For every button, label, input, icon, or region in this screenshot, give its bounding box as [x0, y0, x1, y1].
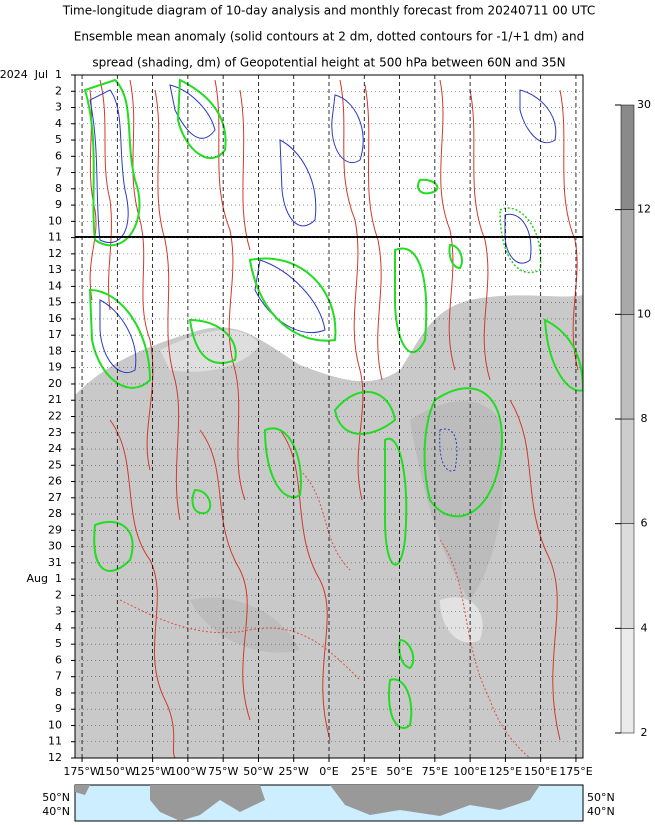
spread-shading — [160, 330, 260, 372]
y-tick-label: 14 — [48, 279, 62, 292]
x-tick-label: 125°E — [489, 765, 522, 778]
y-tick-label: 31 — [48, 556, 62, 569]
x-tick-label: 75°W — [208, 765, 238, 778]
colorbar-label: 4 — [641, 621, 648, 634]
y-tick-label: 4 — [55, 117, 62, 130]
x-tick-label: 150°E — [524, 765, 557, 778]
y-tick-label: Aug 1 — [27, 572, 62, 585]
x-tick-label: 75°E — [422, 765, 448, 778]
y-tick-label: 28 — [48, 507, 62, 520]
y-tick-label: 24 — [48, 442, 62, 455]
x-tick-label: 25°W — [279, 765, 309, 778]
y-tick-label: 15 — [48, 296, 62, 309]
y-tick-label: 26 — [48, 475, 62, 488]
y-tick-label: 17 — [48, 328, 62, 341]
colorbar-label: 6 — [641, 517, 648, 530]
y-tick-label: 6 — [55, 149, 62, 162]
y-tick-label: 22 — [48, 410, 62, 423]
x-tick-label: 125°W — [134, 765, 171, 778]
y-tick-label: 5 — [55, 133, 62, 146]
x-tick-label: 25°E — [351, 765, 377, 778]
x-tick-label: 50°W — [243, 765, 273, 778]
colorbar-label: 10 — [637, 307, 651, 320]
x-tick-label: 100°W — [169, 765, 206, 778]
map-lat-label: 40°N — [587, 805, 615, 818]
y-tick-label: 3 — [55, 101, 62, 114]
x-tick-label: 175°E — [559, 765, 592, 778]
title-line: Ensemble mean anomaly (solid contours at… — [74, 30, 585, 44]
y-tick-label: 19 — [48, 361, 62, 374]
y-tick-label: 27 — [48, 491, 62, 504]
y-tick-label: 4 — [55, 621, 62, 634]
y-tick-label: 11 — [48, 735, 62, 748]
y-tick-label: 13 — [48, 263, 62, 276]
y-tick-label: 8 — [55, 686, 62, 699]
colorbar-segment — [620, 314, 635, 420]
y-tick-label: 6 — [55, 653, 62, 666]
y-tick-label: 9 — [55, 702, 62, 715]
spread-shading — [410, 401, 504, 600]
y-tick-label: 3 — [55, 605, 62, 618]
colorbar-segment — [620, 628, 635, 734]
y-tick-label: 20 — [48, 377, 62, 390]
colorbar-label: 2 — [641, 726, 648, 739]
y-tick-label: 16 — [48, 312, 62, 325]
x-tick-label: 50°E — [386, 765, 412, 778]
y-tick-label: 2024 Jul 1 — [0, 68, 62, 81]
colorbar-segment — [620, 523, 635, 629]
x-tick-label: 175°W — [63, 765, 100, 778]
spread-shading — [440, 597, 483, 643]
map-lat-label: 50°N — [42, 791, 70, 804]
land — [330, 785, 540, 816]
colorbar-segment — [620, 104, 635, 210]
land — [75, 785, 90, 795]
y-tick-label: 7 — [55, 670, 62, 683]
y-tick-label: 12 — [48, 751, 62, 764]
spread-shading — [190, 597, 300, 653]
y-tick-label: 9 — [55, 198, 62, 211]
y-tick-label: 11 — [48, 231, 62, 244]
x-tick-label: 0°E — [319, 765, 338, 778]
y-tick-label: 21 — [48, 393, 62, 406]
colorbar-label: 12 — [637, 203, 651, 216]
y-tick-label: 2 — [55, 588, 62, 601]
y-tick-label: 5 — [55, 637, 62, 650]
x-tick-label: 150°W — [99, 765, 136, 778]
title-line: spread (shading, dm) of Geopotential hei… — [92, 56, 565, 70]
y-tick-label: 7 — [55, 166, 62, 179]
title-line: Time-longitude diagram of 10-day analysi… — [62, 4, 595, 18]
colorbar-segment — [620, 418, 635, 524]
y-tick-label: 25 — [48, 458, 62, 471]
y-tick-label: 29 — [48, 523, 62, 536]
y-tick-label: 23 — [48, 426, 62, 439]
colorbar-label: 8 — [641, 412, 648, 425]
map-lat-label: 50°N — [587, 791, 615, 804]
y-tick-label: 10 — [48, 718, 62, 731]
map-lat-label: 40°N — [42, 805, 70, 818]
land — [150, 785, 265, 821]
y-tick-label: 2 — [55, 84, 62, 97]
y-tick-label: 18 — [48, 344, 62, 357]
colorbar-label: 30 — [637, 98, 651, 111]
colorbar-segment — [620, 209, 635, 315]
x-tick-label: 100°E — [453, 765, 486, 778]
y-tick-label: 30 — [48, 540, 62, 553]
y-tick-label: 8 — [55, 182, 62, 195]
y-tick-label: 10 — [48, 214, 62, 227]
y-tick-label: 12 — [48, 247, 62, 260]
